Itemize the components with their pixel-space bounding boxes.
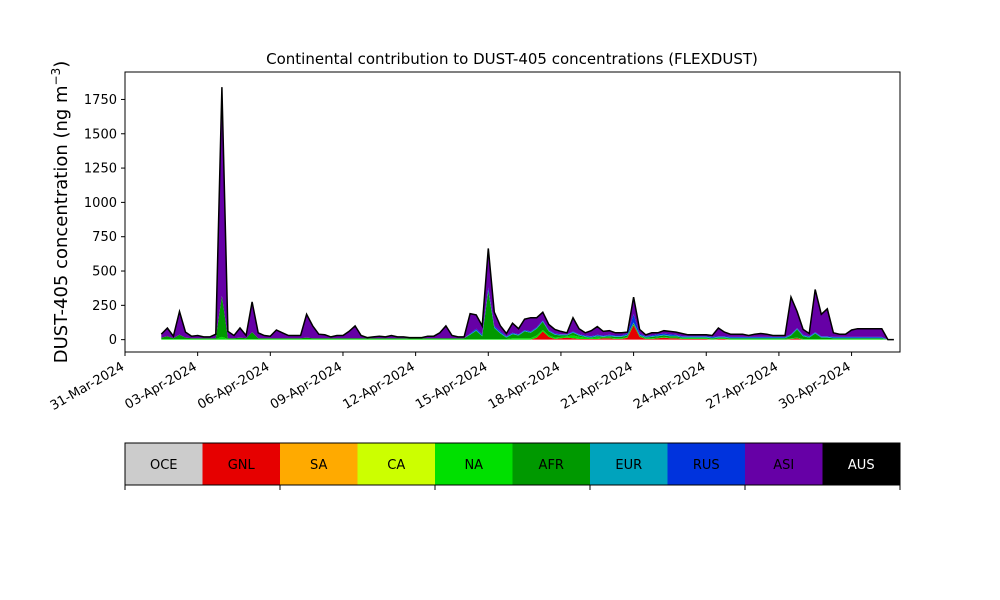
y-axis: 0 250 500 750 1000 1250 1500 1750 xyxy=(84,93,125,348)
y-tick-label: 1250 xyxy=(84,162,117,177)
legend-label-aus: AUS xyxy=(848,458,875,473)
legend-swatch-ca xyxy=(357,443,436,485)
y-tick-label: 0 xyxy=(109,333,117,348)
legend-label-ca: CA xyxy=(387,458,405,473)
legend-label-sa: SA xyxy=(310,458,327,473)
y-axis-label: DUST-405 concentration (ng m−3) xyxy=(49,61,72,364)
legend-label-oce: OCE xyxy=(150,458,178,473)
legend-label-na: NA xyxy=(464,458,483,473)
plot-area xyxy=(160,87,894,341)
legend-swatch-asi xyxy=(745,443,823,485)
legend-frame xyxy=(124,442,901,486)
legend: OCE GNL SA CA NA AFR EUR RUS ASI AUS xyxy=(124,442,901,490)
chart-title: Continental contribution to DUST-405 con… xyxy=(266,50,758,68)
legend-label-afr: AFR xyxy=(539,458,564,473)
legend-label-asi: ASI xyxy=(773,458,794,473)
legend-swatch-gnl xyxy=(202,443,281,485)
x-tick-label: 27-Apr-2024 xyxy=(704,359,781,412)
legend-label-eur: EUR xyxy=(615,458,642,473)
y-tick-label: 1750 xyxy=(84,93,117,108)
y-tick-label: 1000 xyxy=(84,196,117,211)
x-tick-label: 24-Apr-2024 xyxy=(631,359,708,412)
x-tick-label: 15-Apr-2024 xyxy=(413,359,490,412)
x-tick-label: 12-Apr-2024 xyxy=(341,359,418,412)
y-axis-label-exponent: −3 xyxy=(49,68,63,86)
legend-label-rus: RUS xyxy=(693,458,720,473)
y-axis-label-main: DUST-405 concentration (ng m xyxy=(51,85,72,363)
x-tick-label: 06-Apr-2024 xyxy=(195,359,272,412)
series-area-aus xyxy=(161,87,894,340)
x-axis: 31-Mar-202403-Apr-202406-Apr-202409-Apr-… xyxy=(48,352,854,414)
x-tick-label: 30-Apr-2024 xyxy=(776,359,853,412)
y-axis-label-close: ) xyxy=(51,61,72,68)
legend-label-gnl: GNL xyxy=(228,458,256,473)
x-tick-label: 31-Mar-2024 xyxy=(48,359,127,413)
series-area-afr xyxy=(161,290,894,340)
legend-swatch-rus xyxy=(667,443,746,485)
legend-swatch-sa xyxy=(280,443,358,485)
y-tick-label: 750 xyxy=(92,230,117,245)
y-tick-label: 1500 xyxy=(84,127,117,142)
legend-swatch-na xyxy=(435,443,513,485)
x-tick-label: 09-Apr-2024 xyxy=(268,359,345,412)
total-line xyxy=(160,87,894,341)
legend-swatch-oce xyxy=(125,443,203,485)
legend-swatch-eur xyxy=(590,443,668,485)
x-tick-label: 21-Apr-2024 xyxy=(558,359,635,412)
series-area-asi xyxy=(161,87,894,340)
y-tick-label: 500 xyxy=(92,265,117,280)
y-tick-label: 250 xyxy=(92,299,117,314)
plot-frame xyxy=(124,71,901,353)
x-tick-label: 18-Apr-2024 xyxy=(486,359,563,412)
legend-swatch-aus xyxy=(822,443,901,485)
x-tick-label: 03-Apr-2024 xyxy=(123,359,200,412)
legend-swatch-afr xyxy=(512,443,591,485)
